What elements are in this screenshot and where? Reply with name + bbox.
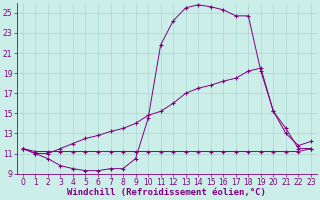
- X-axis label: Windchill (Refroidissement éolien,°C): Windchill (Refroidissement éolien,°C): [68, 188, 266, 197]
